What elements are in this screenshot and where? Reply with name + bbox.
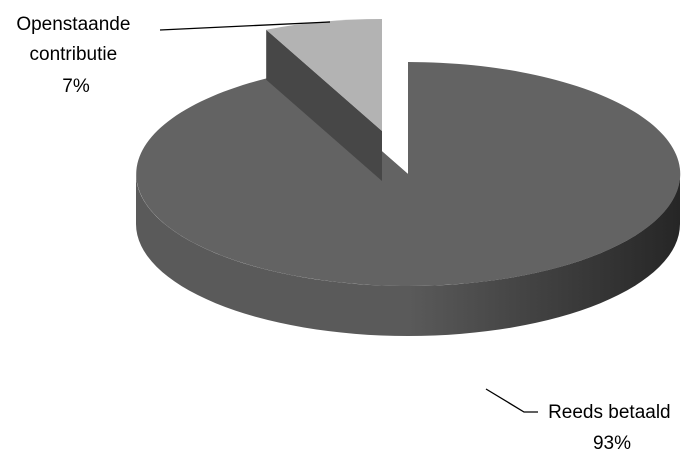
slice-reeds-betaald-top	[136, 61, 681, 286]
label-reeds-betaald: Reeds betaald 93%	[548, 402, 676, 453]
label-openstaande-line-2: contributie	[30, 44, 118, 65]
label-reeds-betaald-percent: 93%	[593, 433, 631, 453]
slice-openstaande-contributie-top	[266, 19, 382, 131]
slice-openstaande-contributie-cut-left	[266, 29, 382, 182]
label-openstaande-percent: 7%	[62, 76, 90, 97]
label-openstaande-contributie: Openstaande contributie 7%	[16, 14, 135, 97]
label-reeds-betaald-line-1: Reeds betaald	[548, 402, 671, 423]
leader-line-openstaande-contributie	[159, 21, 331, 31]
leader-line-reeds-betaald	[485, 388, 538, 413]
slice-reeds-betaald-side	[136, 174, 680, 336]
label-openstaande-line-1: Openstaande	[16, 14, 130, 35]
